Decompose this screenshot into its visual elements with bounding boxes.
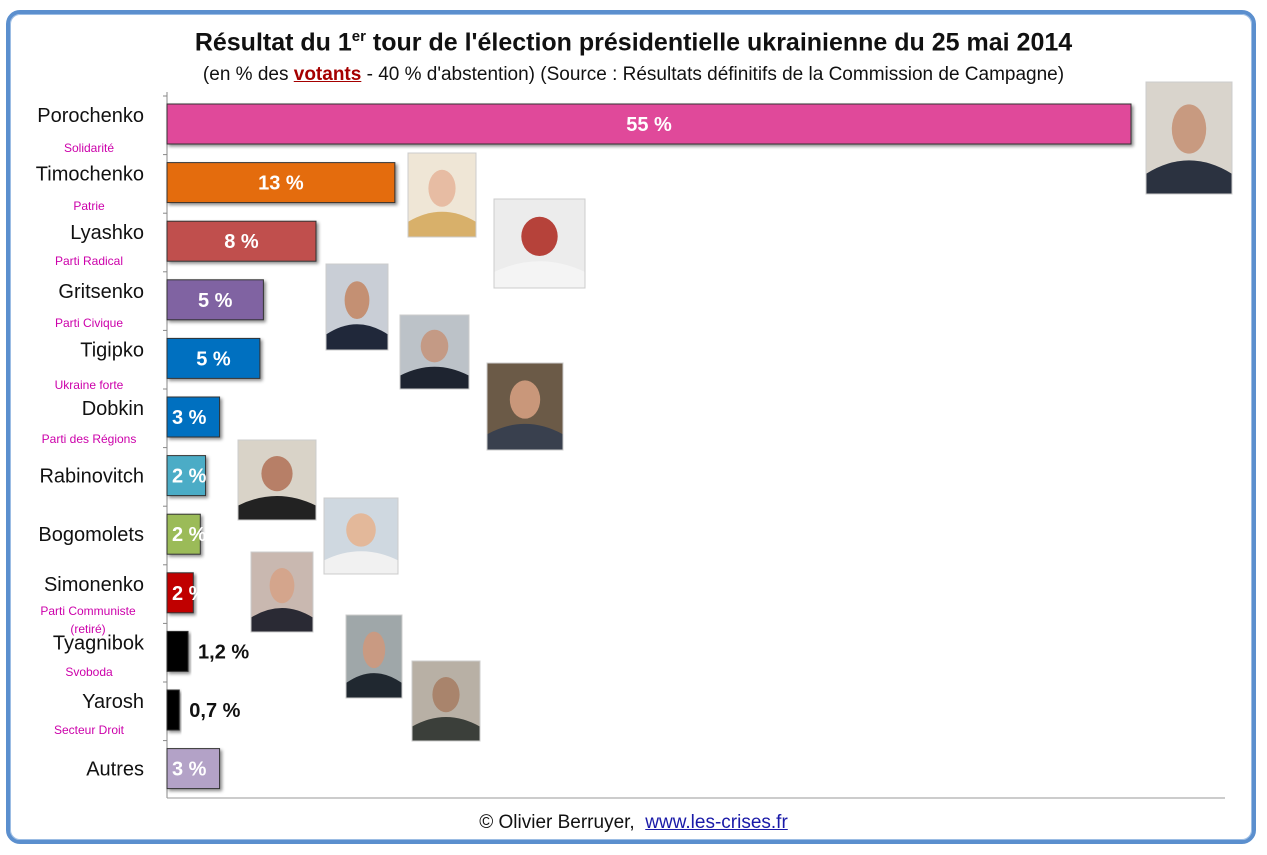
timochenko-photo <box>407 152 477 238</box>
footer: © Olivier Berruyer, www.les-crises.fr <box>0 812 1267 834</box>
category-label-autres: Autres <box>86 759 144 781</box>
simonenko-photo <box>250 551 314 633</box>
value-label-simonenko: 2 % <box>172 583 207 605</box>
value-label-porochenko: 55 % <box>626 114 672 136</box>
category-label-rabinovitch: Rabinovitch <box>39 466 144 488</box>
category-label-dobkin: Dobkin <box>82 398 144 420</box>
lyashko-photo <box>493 198 586 289</box>
value-label-dobkin: 3 % <box>172 407 207 429</box>
copyright-text: © Olivier Berruyer, <box>479 812 635 833</box>
bar-lyashko <box>166 220 317 262</box>
bar-autres <box>166 748 221 790</box>
gritsenko-photo <box>325 263 389 351</box>
category-label-lyashko: Lyashko <box>70 222 144 244</box>
value-label-tyagnibok: 1,2 % <box>198 641 249 663</box>
value-label-timochenko: 13 % <box>258 173 304 195</box>
party-label-lyashko: Parti Radical <box>55 254 123 268</box>
bar-rabinovitch <box>166 455 207 497</box>
bar-gritsenko <box>166 279 264 321</box>
bogomolets-photo <box>323 497 399 575</box>
bar-tigipko <box>166 337 261 379</box>
category-label-porochenko: Porochenko <box>37 105 144 127</box>
party-label-porochenko: Solidarité <box>64 141 114 155</box>
category-label-timochenko: Timochenko <box>36 164 144 186</box>
party-label-simonenko: Parti Communiste <box>40 604 136 618</box>
party-label-dobkin: Parti des Régions <box>42 432 137 446</box>
bar-simonenko <box>166 572 194 614</box>
value-label-yarosh: 0,7 % <box>189 700 240 722</box>
bar-timochenko <box>166 162 396 204</box>
value-label-gritsenko: 5 % <box>198 290 233 312</box>
chart-subtitle: (en % des votants - 40 % d'abstention) (… <box>202 64 1065 85</box>
tyagnibok-photo <box>345 614 403 699</box>
rabinovitch-photo <box>237 439 317 521</box>
bar-bogomolets <box>166 513 201 555</box>
website-link[interactable]: www.les-crises.fr <box>645 812 788 833</box>
votants-highlight: votants <box>293 64 362 85</box>
bar-tyagnibok <box>166 630 189 672</box>
tigipko-photo <box>399 314 470 390</box>
bar-yarosh <box>166 689 180 731</box>
party-label-simonenko-note: (retiré) <box>70 622 105 636</box>
porochenko-photo <box>1145 81 1233 195</box>
chart-frame <box>6 10 1256 844</box>
party-label-tyagnibok: Svoboda <box>65 665 113 679</box>
bar-dobkin <box>166 396 221 438</box>
dobkin-photo <box>486 362 564 451</box>
value-label-bogomolets: 2 % <box>172 524 207 546</box>
bar-porochenko <box>166 103 1132 145</box>
category-label-tigipko: Tigipko <box>80 339 144 361</box>
value-label-tigipko: 5 % <box>196 348 231 370</box>
category-label-yarosh: Yarosh <box>82 691 144 713</box>
party-label-timochenko: Patrie <box>73 199 105 213</box>
category-label-bogomolets: Bogomolets <box>38 524 144 546</box>
category-label-tyagnibok: Tyagnibok <box>53 632 145 654</box>
value-label-lyashko: 8 % <box>224 231 259 253</box>
value-label-autres: 3 % <box>172 759 207 781</box>
category-label-gritsenko: Gritsenko <box>58 281 144 303</box>
chart-title: Résultat du 1er tour de l'élection prési… <box>194 28 1073 57</box>
party-label-yarosh: Secteur Droit <box>54 723 125 737</box>
party-label-gritsenko: Parti Civique <box>55 316 123 330</box>
yarosh-photo <box>411 660 481 742</box>
category-label-simonenko: Simonenko <box>44 574 144 596</box>
party-label-tigipko: Ukraine forte <box>55 378 124 392</box>
value-label-rabinovitch: 2 % <box>172 466 207 488</box>
